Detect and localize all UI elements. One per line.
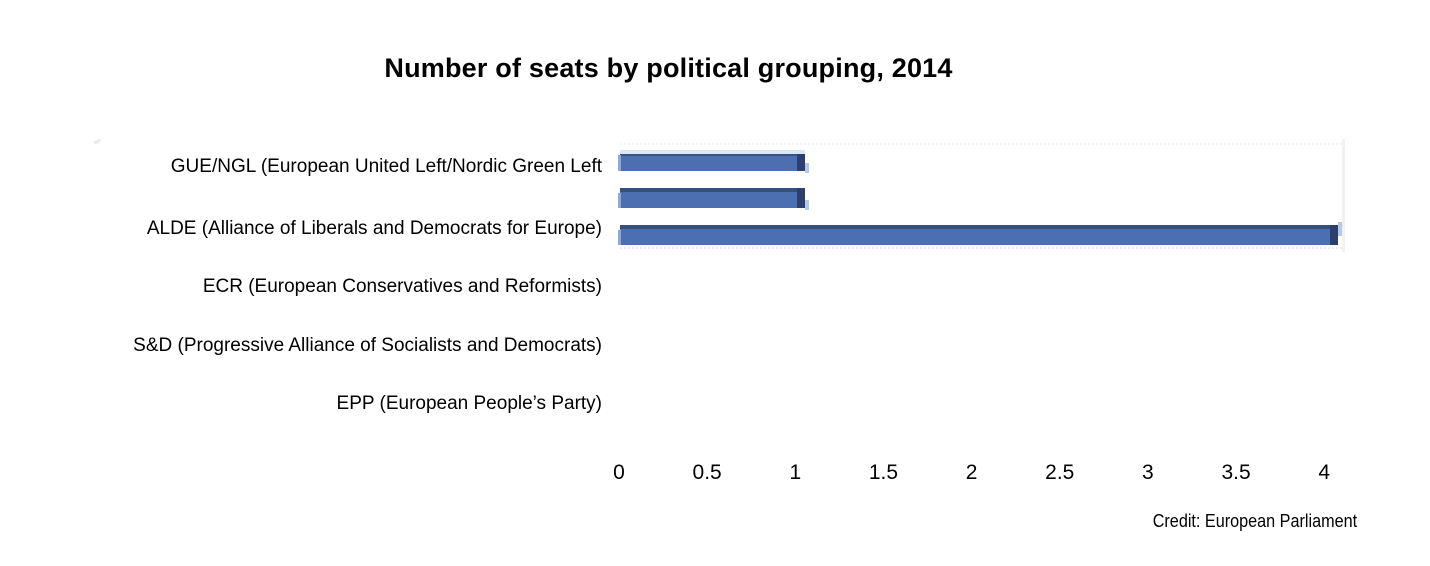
bar-body	[620, 156, 805, 171]
x-tick-label: 2	[965, 461, 978, 484]
bar	[618, 188, 809, 210]
x-tick-label: 4	[1318, 461, 1331, 484]
bar-left-shade	[618, 230, 621, 245]
bar-end-cap-highlight	[805, 163, 809, 173]
plot-right-border	[1342, 139, 1345, 252]
bar-end-cap	[797, 188, 805, 208]
category-label: S&D (Progressive Alliance of Socialists …	[133, 335, 602, 356]
credit-text: Credit: European Parliament	[1152, 511, 1357, 531]
gridline-top	[620, 143, 1342, 145]
category-label: ECR (European Conservatives and Reformis…	[202, 276, 602, 297]
bar-top-highlight	[620, 150, 805, 154]
x-tick-label: 0	[613, 461, 625, 484]
gridline-bottom	[620, 247, 1342, 249]
bar-body	[620, 192, 805, 208]
bar-left-shade	[618, 193, 621, 208]
bar-edge	[620, 154, 805, 156]
chart-title: Number of seats by political grouping, 2…	[384, 53, 953, 83]
category-label: ALDE (Alliance of Liberals and Democrats…	[146, 218, 602, 239]
bar-end-cap-highlight	[805, 200, 809, 210]
bar-left-shade	[618, 155, 621, 171]
bar-edge	[620, 225, 1338, 229]
bar-body	[620, 229, 1338, 245]
x-tick-label: 3	[1142, 461, 1154, 484]
bar	[618, 150, 809, 173]
render-artifact	[93, 138, 102, 145]
bar-edge	[620, 188, 805, 192]
bar-end-cap	[1330, 225, 1338, 245]
bar-end-cap-highlight	[1338, 222, 1342, 236]
x-tick-label: 1.5	[868, 461, 899, 484]
x-tick-label: 1	[789, 461, 802, 484]
bar	[618, 222, 1342, 245]
x-tick-label: 2.5	[1045, 461, 1075, 484]
x-tick-label: 0.5	[692, 461, 722, 484]
bar-end-cap	[797, 154, 805, 171]
category-label: EPP (European People’s Party)	[336, 393, 602, 414]
x-tick-label: 3.5	[1221, 461, 1251, 484]
category-label: GUE/NGL (European United Left/Nordic Gre…	[170, 156, 602, 177]
